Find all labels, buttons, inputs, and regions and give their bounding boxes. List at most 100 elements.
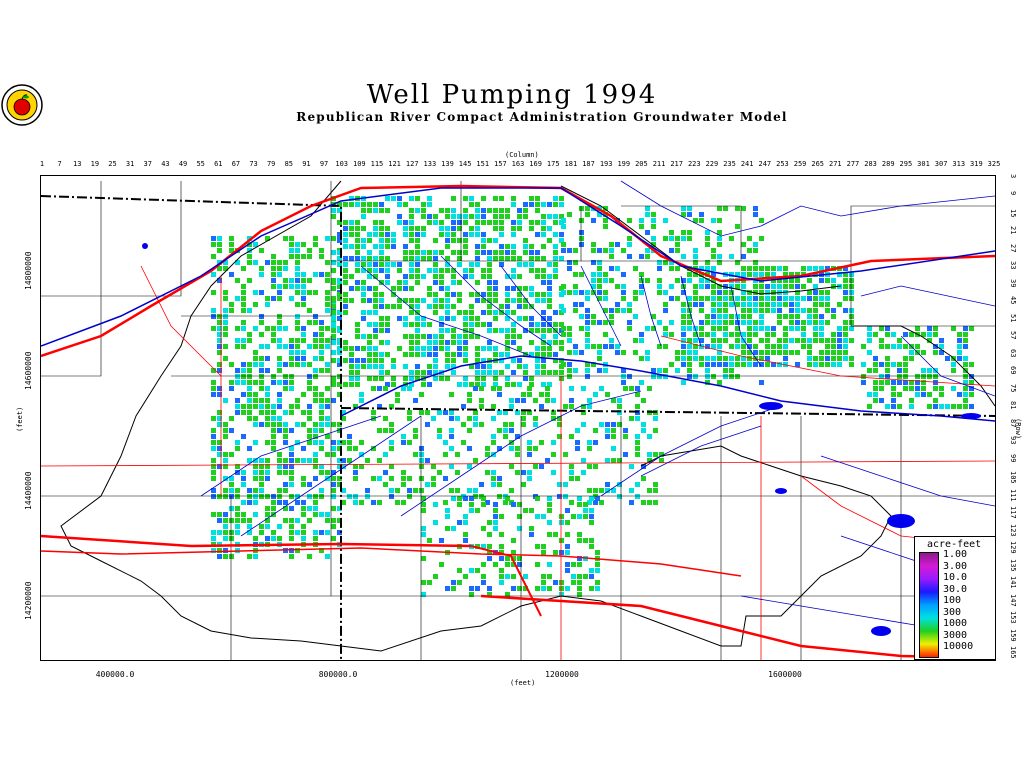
streams — [41, 180, 995, 637]
y-tick-label: 14400000 — [24, 471, 33, 510]
legend-item: 100 — [943, 595, 962, 606]
column-tick-label: 91 — [302, 160, 311, 168]
column-tick-label: 157 — [494, 160, 507, 168]
column-tick-label: 313 — [952, 160, 966, 168]
row-tick-label: 81 — [1009, 401, 1017, 410]
column-tick-label: 247 — [758, 160, 772, 168]
row-tick-label: 39 — [1009, 278, 1017, 288]
row-tick-label: 141 — [1009, 576, 1017, 589]
column-tick-label: 145 — [458, 160, 472, 168]
row-tick-label: 57 — [1009, 331, 1017, 340]
map-title: Well Pumping 1994 — [366, 80, 658, 110]
column-tick-label: 301 — [917, 160, 930, 168]
legend-item: 1000 — [943, 618, 968, 629]
legend-color-bar — [919, 552, 939, 658]
roads — [41, 184, 995, 660]
county-boundaries — [41, 181, 995, 660]
row-tick-label: 3 — [1009, 174, 1017, 179]
row-tick-label: 135 — [1009, 558, 1017, 572]
row-tick-label: 111 — [1009, 488, 1017, 502]
column-tick-label: 37 — [143, 160, 152, 168]
x-tick-label: 800000.0 — [318, 670, 358, 679]
column-tick-label: 49 — [178, 160, 188, 168]
row-tick-label: 75 — [1009, 383, 1017, 393]
column-tick-label: 67 — [231, 160, 241, 168]
x-tick-label: 400000.0 — [95, 670, 135, 679]
y-tick-label: 14800000 — [24, 251, 33, 290]
column-tick-label: 127 — [405, 160, 419, 168]
agency-seal-logo — [1, 84, 43, 126]
row-tick-label: 147 — [1009, 593, 1017, 607]
row-tick-label: 129 — [1009, 541, 1017, 554]
row-tick-label: 117 — [1009, 506, 1017, 519]
x-axis-title: (feet) — [510, 679, 536, 687]
column-tick-label: 199 — [617, 160, 631, 168]
column-tick-label: 241 — [740, 160, 754, 168]
legend-item: 10000 — [943, 641, 974, 652]
column-tick-label: 253 — [776, 160, 789, 168]
row-tick-label: 9 — [1009, 191, 1017, 196]
column-tick-label: 181 — [564, 160, 578, 168]
row-tick-label: 105 — [1009, 471, 1017, 484]
row-tick-label: 33 — [1009, 261, 1017, 270]
row-tick-label: 93 — [1009, 436, 1017, 445]
y-tick-label: 14600000 — [24, 351, 33, 390]
column-tick-label: 259 — [793, 160, 807, 168]
reservoirs — [142, 243, 981, 636]
y-tick-label: 14200000 — [24, 581, 33, 620]
column-tick-label: 19 — [90, 160, 100, 168]
column-tick-label: 121 — [388, 160, 401, 168]
row-tick-label: 27 — [1009, 243, 1017, 253]
column-tick-label: 73 — [249, 160, 258, 168]
model-boundary — [60, 180, 995, 652]
row-tick-label: 15 — [1009, 208, 1017, 218]
column-tick-label: 283 — [864, 160, 877, 168]
column-tick-label: 97 — [319, 160, 329, 168]
model-map — [40, 175, 996, 661]
column-tick-label: 115 — [370, 160, 384, 168]
column-axis-title: (Column) — [505, 151, 539, 159]
column-tick-label: 175 — [546, 160, 560, 168]
column-tick-label: 217 — [670, 160, 683, 168]
column-tick-label: 229 — [705, 160, 719, 168]
column-tick-label: 25 — [108, 160, 117, 168]
column-tick-label: 277 — [846, 160, 860, 168]
column-tick-label: 211 — [652, 160, 666, 168]
row-tick-label: 69 — [1009, 366, 1017, 375]
pumping-cells — [211, 196, 974, 597]
column-tick-label: 223 — [687, 160, 701, 168]
row-tick-label: 51 — [1009, 313, 1017, 323]
row-tick-label: 123 — [1009, 523, 1017, 537]
column-tick-label: 133 — [423, 160, 437, 168]
map-canvas — [41, 180, 995, 660]
legend-item: 30.0 — [943, 583, 968, 595]
legend-item: 10.0 — [943, 572, 968, 583]
x-tick-label: 1600000 — [768, 670, 802, 679]
row-tick-label: 45 — [1009, 296, 1017, 305]
column-tick-label: 139 — [441, 160, 454, 168]
row-tick-label: 165 — [1009, 646, 1017, 659]
column-tick-label: 151 — [476, 160, 490, 168]
column-tick-label: 7 — [57, 160, 62, 168]
x-tick-label: 1200000 — [545, 670, 579, 679]
state-line — [41, 195, 995, 660]
row-tick-label: 87 — [1009, 418, 1017, 428]
column-tick-label: 295 — [899, 160, 913, 168]
y-axis-title: (feet) — [16, 406, 24, 432]
column-tick-label: 271 — [829, 160, 842, 168]
legend: acre-feet 1.00 3.00 10.0 30.0 100 300 1000 3000… — [914, 536, 996, 660]
column-tick-label: 85 — [284, 160, 294, 168]
column-tick-label: 43 — [161, 160, 170, 168]
column-tick-label: 169 — [529, 160, 542, 168]
column-tick-label: 205 — [635, 160, 648, 168]
column-tick-label: 289 — [881, 160, 895, 168]
legend-title: acre-feet — [927, 539, 982, 550]
legend-item: 300 — [943, 606, 962, 618]
column-tick-label: 319 — [970, 160, 983, 168]
row-tick-label: 153 — [1009, 611, 1017, 624]
column-tick-label: 109 — [353, 160, 366, 168]
column-tick-label: 235 — [723, 160, 736, 168]
column-tick-label: 1 — [39, 160, 45, 168]
map-subtitle: Republican River Compact Administration … — [296, 110, 788, 124]
column-tick-label: 79 — [266, 160, 276, 168]
